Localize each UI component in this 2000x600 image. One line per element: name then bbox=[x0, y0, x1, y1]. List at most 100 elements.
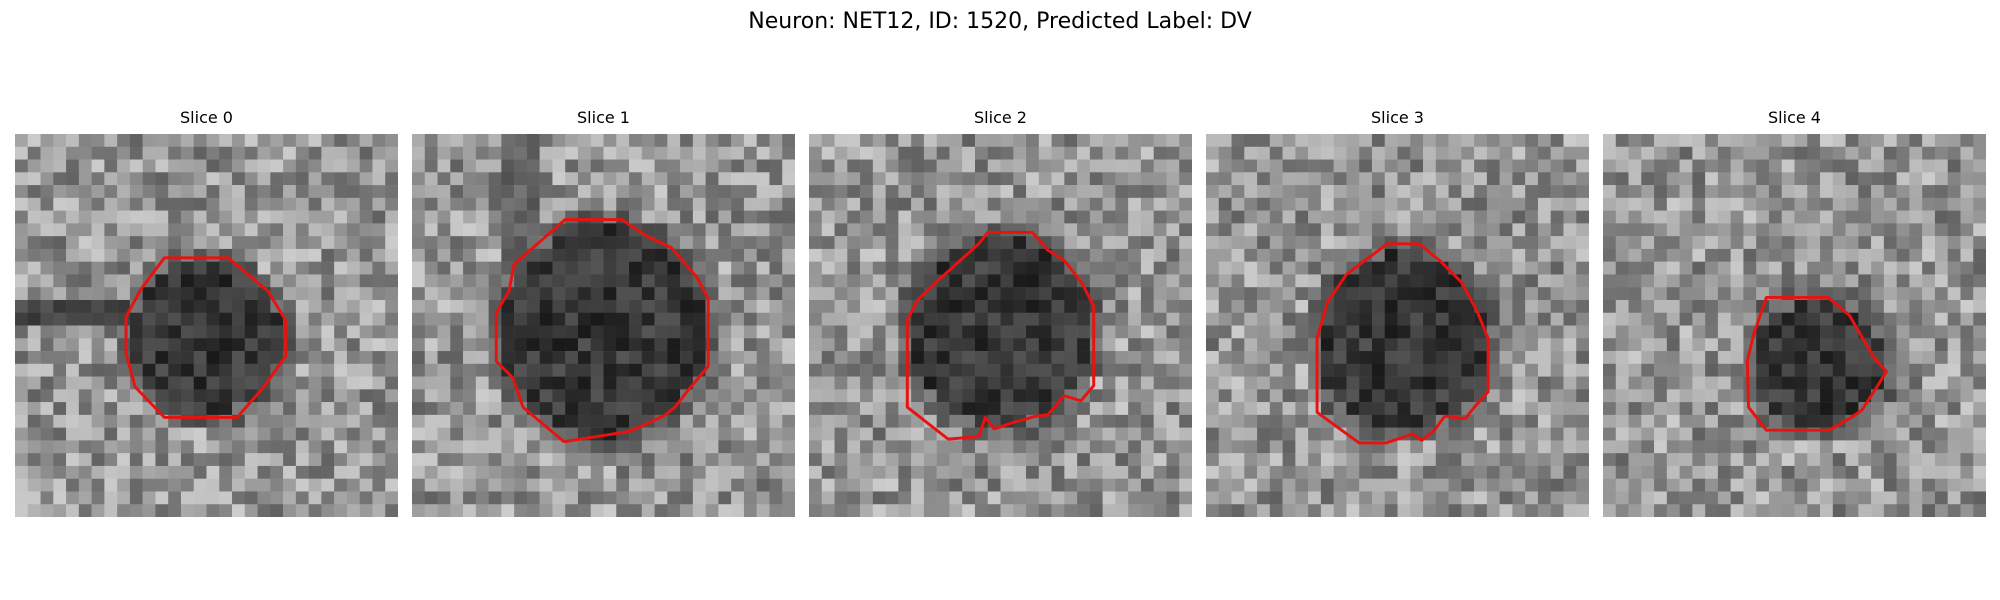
slice-panel-2: Slice 2 bbox=[809, 108, 1192, 518]
image-pixel bbox=[1435, 210, 1449, 224]
image-pixel bbox=[1064, 427, 1078, 441]
image-pixel bbox=[539, 134, 553, 148]
image-pixel bbox=[629, 402, 643, 416]
image-pixel bbox=[1934, 172, 1948, 186]
image-pixel bbox=[1320, 465, 1334, 479]
image-pixel bbox=[1128, 465, 1142, 479]
image-pixel bbox=[1499, 172, 1513, 186]
image-pixel bbox=[412, 197, 426, 211]
image-pixel bbox=[27, 363, 41, 377]
image-pixel bbox=[1858, 465, 1872, 479]
image-pixel bbox=[1206, 134, 1220, 148]
image-pixel bbox=[1934, 389, 1948, 403]
image-pixel bbox=[1077, 172, 1091, 186]
image-pixel bbox=[412, 134, 426, 148]
image-pixel bbox=[1486, 465, 1500, 479]
image-pixel bbox=[923, 197, 937, 211]
image-pixel bbox=[1435, 287, 1449, 301]
image-pixel bbox=[270, 261, 284, 275]
image-pixel bbox=[295, 351, 309, 365]
image-pixel bbox=[1641, 159, 1655, 173]
image-pixel bbox=[475, 376, 489, 390]
image-pixel bbox=[1077, 351, 1091, 365]
image-pixel bbox=[424, 185, 438, 199]
image-pixel bbox=[949, 478, 963, 492]
image-pixel bbox=[219, 236, 233, 250]
image-pixel bbox=[295, 338, 309, 352]
image-pixel bbox=[1654, 427, 1668, 441]
image-pixel bbox=[437, 427, 451, 441]
image-pixel bbox=[949, 504, 963, 517]
image-pixel bbox=[1410, 172, 1424, 186]
image-pixel bbox=[1679, 389, 1693, 403]
image-pixel bbox=[117, 478, 131, 492]
image-pixel bbox=[1423, 261, 1437, 275]
image-pixel bbox=[40, 261, 54, 275]
image-pixel bbox=[987, 134, 1001, 148]
image-pixel bbox=[1858, 261, 1872, 275]
image-pixel bbox=[1486, 210, 1500, 224]
image-pixel bbox=[359, 427, 373, 441]
image-pixel bbox=[1140, 210, 1154, 224]
image-pixel bbox=[1140, 427, 1154, 441]
image-pixel bbox=[565, 427, 579, 441]
image-pixel bbox=[219, 338, 233, 352]
image-pixel bbox=[1615, 274, 1629, 288]
image-pixel bbox=[180, 274, 194, 288]
image-pixel bbox=[1628, 338, 1642, 352]
image-pixel bbox=[450, 172, 464, 186]
image-pixel bbox=[1628, 159, 1642, 173]
image-pixel bbox=[155, 312, 169, 326]
image-pixel bbox=[1282, 414, 1296, 428]
image-pixel bbox=[27, 287, 41, 301]
image-pixel bbox=[809, 427, 823, 441]
image-pixel bbox=[53, 312, 67, 326]
image-pixel bbox=[1525, 325, 1539, 339]
image-pixel bbox=[1922, 414, 1936, 428]
image-pixel bbox=[1013, 402, 1027, 416]
image-pixel bbox=[1563, 299, 1577, 313]
image-pixel bbox=[1257, 172, 1271, 186]
image-pixel bbox=[450, 287, 464, 301]
image-pixel bbox=[1269, 351, 1283, 365]
image-pixel bbox=[1244, 274, 1258, 288]
image-pixel bbox=[1038, 453, 1052, 467]
image-pixel bbox=[1743, 210, 1757, 224]
image-pixel bbox=[1909, 197, 1923, 211]
image-pixel bbox=[1282, 504, 1296, 517]
image-pixel bbox=[308, 402, 322, 416]
image-pixel bbox=[1128, 312, 1142, 326]
image-pixel bbox=[232, 274, 246, 288]
image-pixel bbox=[987, 440, 1001, 454]
image-pixel bbox=[565, 325, 579, 339]
image-pixel bbox=[1448, 134, 1462, 148]
image-pixel bbox=[1371, 414, 1385, 428]
image-pixel bbox=[616, 491, 630, 505]
image-pixel bbox=[168, 338, 182, 352]
image-pixel bbox=[91, 159, 105, 173]
image-pixel bbox=[1550, 210, 1564, 224]
image-pixel bbox=[514, 287, 528, 301]
image-pixel bbox=[1333, 453, 1347, 467]
image-pixel bbox=[552, 185, 566, 199]
image-pixel bbox=[168, 440, 182, 454]
image-pixel bbox=[1563, 210, 1577, 224]
image-pixel bbox=[219, 287, 233, 301]
image-pixel bbox=[1448, 440, 1462, 454]
image-pixel bbox=[180, 325, 194, 339]
image-pixel bbox=[1947, 389, 1961, 403]
image-pixel bbox=[270, 389, 284, 403]
image-pixel bbox=[654, 248, 668, 262]
image-pixel bbox=[321, 453, 335, 467]
image-pixel bbox=[40, 427, 54, 441]
image-pixel bbox=[1102, 312, 1116, 326]
image-pixel bbox=[53, 210, 67, 224]
image-pixel bbox=[1282, 376, 1296, 390]
image-pixel bbox=[53, 325, 67, 339]
image-pixel bbox=[872, 210, 886, 224]
image-pixel bbox=[1371, 312, 1385, 326]
image-pixel bbox=[1896, 312, 1910, 326]
image-pixel bbox=[1909, 427, 1923, 441]
image-pixel bbox=[1448, 478, 1462, 492]
image-pixel bbox=[1883, 389, 1897, 403]
